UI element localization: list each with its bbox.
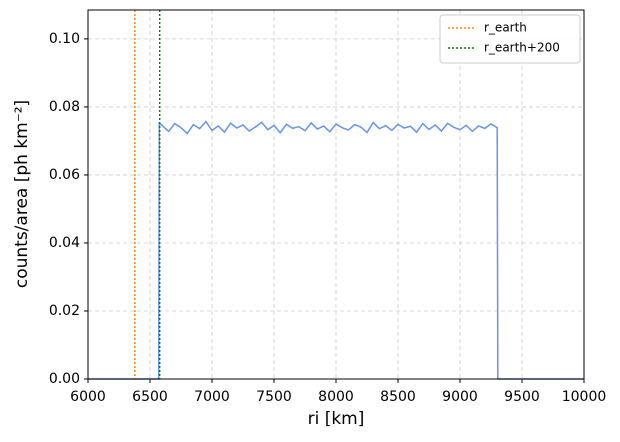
y-tick-label: 0.04: [49, 235, 80, 251]
y-tick-label: 0.00: [49, 371, 80, 387]
plot-frame: [87, 9, 585, 380]
x-tick-label: 7500: [256, 389, 292, 405]
x-tick-label: 10000: [562, 389, 607, 405]
legend-label: r_earth: [484, 21, 527, 35]
x-tick-label: 7000: [194, 389, 230, 405]
y-axis-label: counts/area [ph km⁻²]: [12, 100, 32, 288]
x-tick-label: 8000: [318, 389, 354, 405]
y-tick-label: 0.06: [49, 167, 80, 183]
x-tick-label: 6500: [132, 389, 168, 405]
x-tick-label: 6000: [70, 389, 106, 405]
x-tick-label: 8500: [380, 389, 416, 405]
legend-label: r_earth+200: [484, 41, 560, 55]
x-axis-label: ri [km]: [308, 409, 365, 429]
x-tick-label: 9500: [504, 389, 540, 405]
y-tick-label: 0.10: [49, 31, 80, 47]
legend-box: [439, 14, 581, 64]
data-line: [88, 120, 584, 380]
y-tick-label: 0.02: [49, 303, 80, 319]
y-tick-label: 0.08: [49, 99, 80, 115]
x-tick-label: 9000: [442, 389, 478, 405]
